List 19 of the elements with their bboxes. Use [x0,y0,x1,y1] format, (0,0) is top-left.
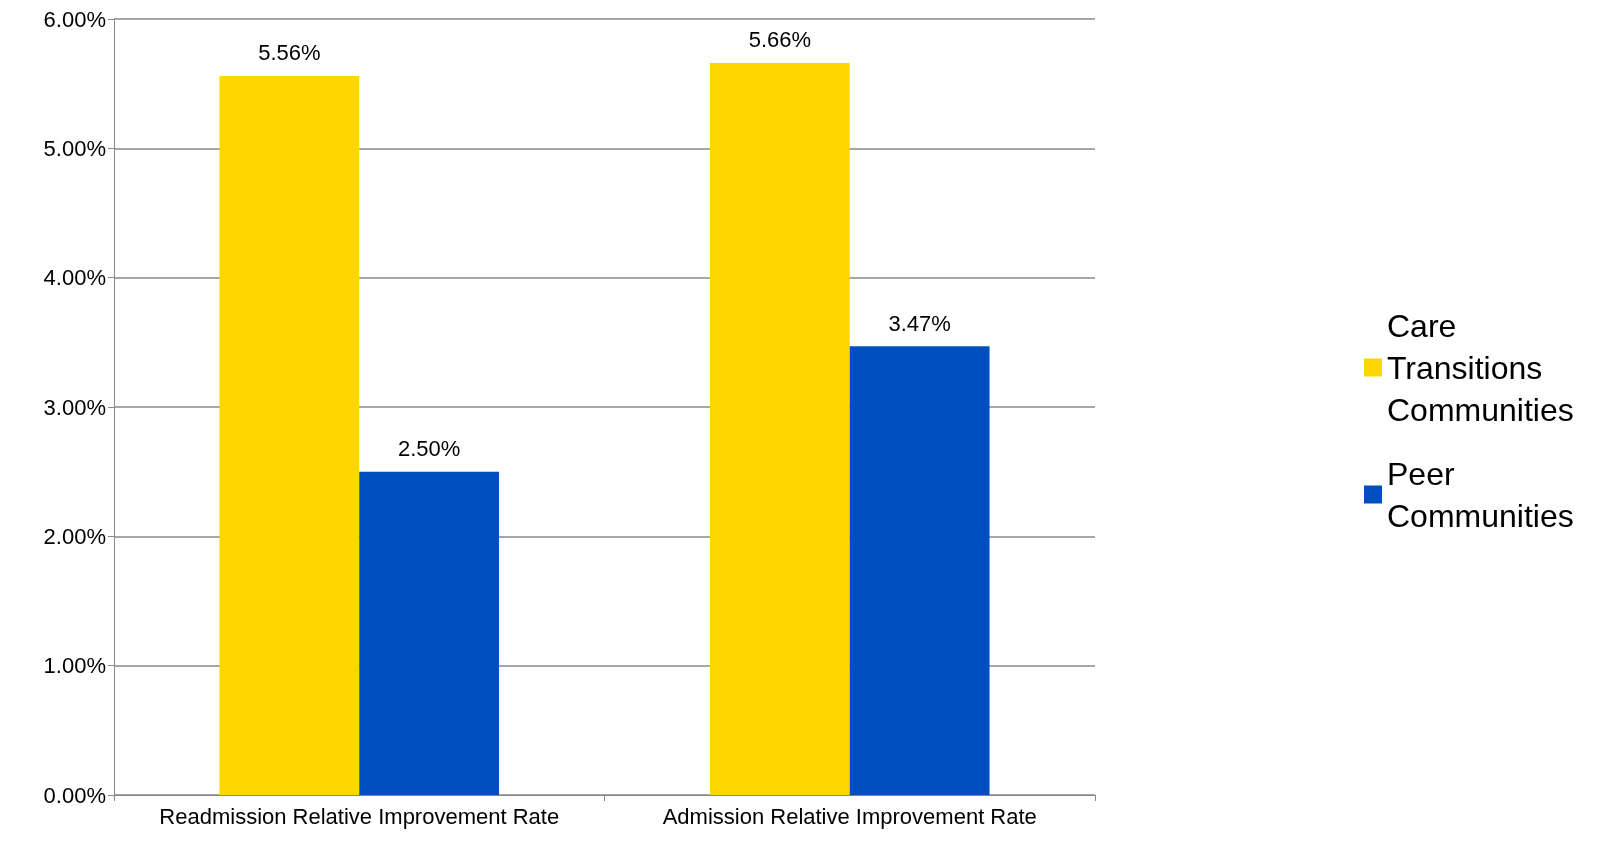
x-tick-label: Readmission Relative Improvement Rate [159,803,560,829]
y-tick-label: 6.00% [43,6,106,32]
data-label: 5.66% [748,27,812,53]
y-tick-label: 2.00% [43,523,106,549]
legend-label: Care Transitions Communities [1387,307,1574,428]
y-tick-label: 3.00% [43,394,106,420]
data-label: 5.56% [258,40,321,66]
bar [359,471,500,795]
y-tick-label: 1.00% [43,653,106,679]
data-label: 3.47% [888,310,951,336]
bar [709,62,850,795]
y-tick-label: 5.00% [43,135,106,161]
bar [219,75,360,795]
y-tick-label: 4.00% [43,265,106,291]
bar [849,346,990,795]
x-tick-label: Admission Relative Improvement Rate [662,803,1037,829]
legend-label: Peer Communities [1387,455,1574,534]
y-tick-label: 0.00% [43,782,106,808]
data-label: 2.50% [397,436,461,462]
